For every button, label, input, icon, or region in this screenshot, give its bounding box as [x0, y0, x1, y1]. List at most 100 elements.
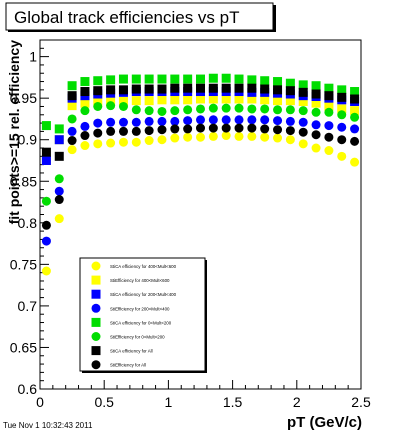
- data-point: [221, 123, 231, 133]
- series-5: [41, 73, 360, 134]
- data-point: [196, 83, 205, 93]
- legend-entry: StiCA efficiency for 400<Mult<600: [91, 261, 177, 271]
- data-point: [144, 96, 154, 106]
- data-point: [196, 132, 205, 142]
- data-point: [208, 94, 218, 104]
- series-8: [41, 123, 360, 230]
- data-point: [170, 74, 180, 84]
- series-6: [41, 101, 360, 206]
- data-point: [350, 106, 360, 116]
- data-point: [350, 124, 360, 134]
- data-point: [157, 84, 167, 94]
- legend-entry: StiEfficiency for 200<Mult<400: [91, 303, 170, 313]
- data-point: [106, 126, 116, 136]
- data-point: [234, 115, 244, 125]
- x-tick-label: 1: [165, 394, 173, 410]
- data-point: [157, 135, 167, 145]
- data-point: [54, 151, 64, 161]
- data-point: [221, 83, 231, 93]
- data-point: [260, 115, 270, 125]
- data-point: [221, 103, 231, 113]
- data-point: [144, 116, 154, 126]
- data-point: [311, 98, 321, 108]
- y-tick-label: 1: [29, 49, 37, 65]
- legend-label: StiEfficiency for 400<Mult<600: [110, 278, 170, 283]
- data-point: [311, 81, 321, 91]
- data-point: [273, 85, 283, 95]
- data-point: [260, 104, 270, 114]
- data-point: [131, 96, 141, 106]
- data-point: [337, 110, 347, 120]
- data-point: [260, 95, 270, 105]
- data-point: [311, 89, 321, 99]
- data-point: [144, 126, 154, 136]
- data-point: [170, 133, 180, 143]
- data-point: [234, 94, 244, 104]
- data-point: [183, 83, 193, 93]
- data-point: [118, 137, 128, 147]
- data-point: [131, 117, 141, 127]
- legend-marker: [91, 303, 101, 313]
- data-point: [183, 74, 193, 84]
- data-point: [67, 91, 77, 101]
- data-point: [157, 125, 167, 135]
- data-point: [80, 106, 90, 116]
- legend-label: StiCA efficiency for 400<Mult<600: [110, 264, 177, 269]
- data-point: [93, 76, 103, 86]
- data-point: [234, 83, 244, 93]
- data-point: [324, 146, 334, 156]
- data-point: [324, 132, 334, 142]
- data-point: [260, 76, 270, 86]
- y-axis-label: fit points>=15 rel. efficiency: [6, 40, 22, 225]
- data-point: [170, 116, 180, 126]
- data-point: [285, 135, 295, 145]
- data-point: [337, 151, 347, 161]
- data-point: [131, 105, 141, 115]
- legend-label: StiEfficiency for 200<Mult<400: [110, 306, 170, 311]
- x-tick-label: 2: [293, 394, 301, 410]
- data-point: [106, 117, 116, 127]
- data-point: [285, 126, 295, 136]
- data-point: [41, 121, 51, 131]
- data-point: [183, 95, 193, 105]
- legend-entry: StiCA efficiency for All: [91, 346, 153, 356]
- x-tick-label: 1.5: [223, 394, 243, 410]
- data-point: [324, 83, 334, 93]
- legend-label: StiCA efficiency for All: [110, 349, 153, 354]
- data-point: [247, 123, 257, 133]
- data-point: [67, 114, 77, 124]
- data-point: [80, 141, 90, 151]
- data-point: [285, 105, 295, 115]
- data-series-layer: [41, 73, 360, 276]
- data-point: [93, 118, 103, 128]
- data-point: [208, 123, 218, 133]
- data-point: [118, 74, 128, 84]
- chart-title: Global track efficiencies vs pT: [14, 8, 240, 27]
- data-point: [273, 77, 283, 87]
- data-point: [234, 103, 244, 113]
- legend-entry: StiCA efficiency for 0<Mult<200: [91, 317, 172, 327]
- data-point: [80, 121, 90, 131]
- data-point: [221, 73, 231, 83]
- data-point: [67, 136, 77, 146]
- data-point: [337, 122, 347, 132]
- data-point: [131, 137, 141, 147]
- data-point: [298, 127, 308, 137]
- data-point: [118, 126, 128, 136]
- data-point: [324, 91, 334, 101]
- data-point: [247, 94, 257, 104]
- data-point: [247, 83, 257, 93]
- data-point: [337, 85, 347, 95]
- data-point: [183, 124, 193, 134]
- data-point: [93, 128, 103, 138]
- data-point: [350, 157, 360, 167]
- data-point: [170, 83, 180, 93]
- data-point: [54, 135, 64, 145]
- data-point: [67, 126, 77, 136]
- data-point: [67, 101, 77, 111]
- data-point: [196, 94, 205, 104]
- series-1: [41, 131, 360, 276]
- y-tick-label: 0.8: [18, 215, 38, 231]
- data-point: [54, 186, 64, 196]
